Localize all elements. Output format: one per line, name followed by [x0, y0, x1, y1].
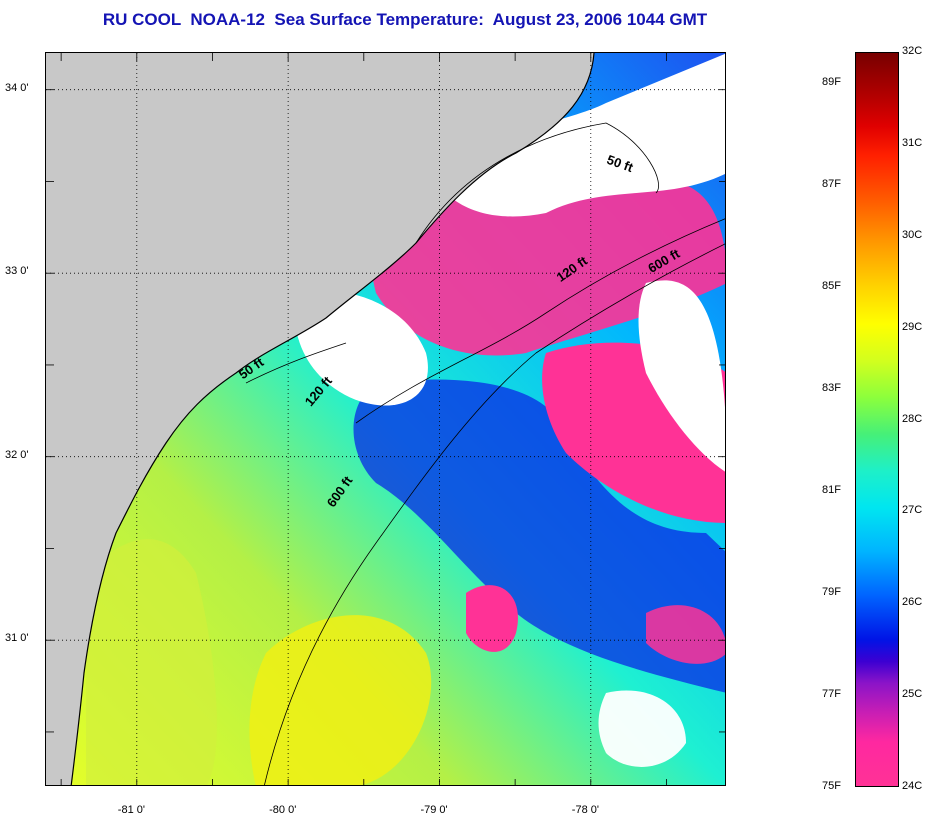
colorbar-fahrenheit-label: 75F — [822, 780, 841, 792]
colorbar-celsius-label: 25C — [902, 688, 923, 701]
graticule — [46, 53, 725, 785]
chart-title: RU COOL NOAA-12 Sea Surface Temperature:… — [102, 10, 708, 29]
colorbar-fahrenheit-label: 89F — [822, 75, 841, 88]
colorbar-celsius-label: 29C — [902, 320, 923, 333]
warm-coastal-band — [86, 539, 217, 785]
lon-tick-label: -79 0' — [420, 804, 448, 816]
cloud-coastal — [294, 290, 428, 406]
cold-patch-south — [466, 585, 518, 652]
coastline — [70, 53, 595, 785]
isobath-120ft — [355, 218, 725, 424]
colorbar-celsius-label: 30C — [902, 228, 923, 241]
cloud-north — [426, 53, 725, 217]
colorbar-celsius-label: 27C — [902, 504, 923, 517]
sst-map[interactable]: 50 ft 120 ft 600 ft 50 ft 120 ft 600 ft — [45, 52, 726, 786]
cold-patch-east — [646, 605, 725, 664]
cloud-southeast — [598, 690, 686, 767]
colorbar-fahrenheit-label: 81F — [822, 483, 841, 496]
cool-water-region — [353, 379, 725, 693]
land-mass — [46, 53, 594, 785]
colorbar-fahrenheit-label: 77F — [822, 688, 841, 701]
isobath-600ft — [264, 243, 725, 785]
cloud-east — [638, 280, 725, 472]
colorbar-fahrenheit-label: 79F — [822, 586, 841, 599]
cold-water-north — [369, 181, 725, 356]
lat-tick-label: 31 0' — [5, 632, 29, 645]
colorbar-celsius-label: 28C — [902, 412, 923, 425]
colorbar-celsius-label: 31C — [902, 136, 923, 149]
temperature-colorbar — [855, 52, 899, 787]
lat-tick-label: 33 0' — [5, 265, 29, 278]
lon-tick-label: -78 0' — [571, 804, 599, 816]
colorbar-celsius-label: 26C — [902, 596, 923, 609]
lon-tick-label: -81 0' — [117, 804, 145, 816]
colorbar-celsius-label: 24C — [902, 780, 923, 792]
warm-water-region — [249, 615, 432, 785]
lon-tick-label: -80 0' — [269, 804, 297, 816]
colorbar-fahrenheit-label: 83F — [822, 381, 841, 394]
lat-tick-label: 34 0' — [5, 81, 29, 94]
colorbar-fahrenheit-label: 85F — [822, 279, 841, 292]
lat-tick-label: 32 0' — [5, 448, 29, 461]
colorbar-fahrenheit-label: 87F — [822, 177, 841, 190]
colorbar-celsius-label: 32C — [902, 45, 923, 57]
isobath-50ft — [245, 122, 659, 384]
